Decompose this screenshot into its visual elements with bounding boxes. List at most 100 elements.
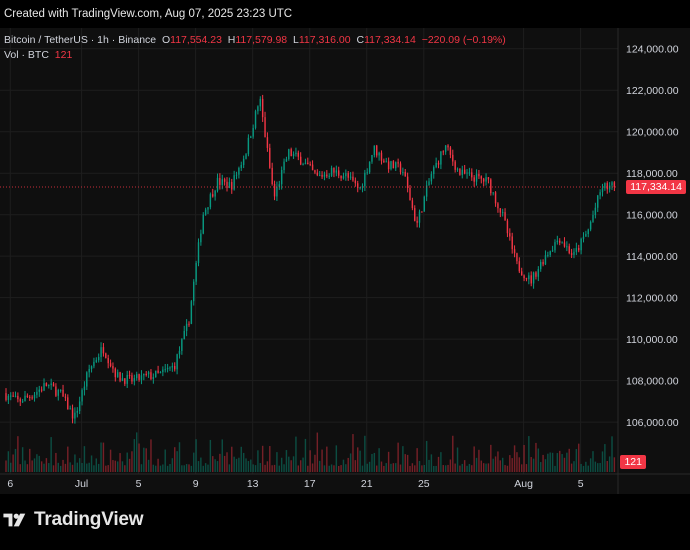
candle-body bbox=[440, 151, 442, 165]
candle-body bbox=[430, 174, 433, 182]
chart-area[interactable]: 106,000.00 108,000.00 110,000.00 112,000.00… bbox=[0, 28, 690, 494]
volume-value: 121 bbox=[54, 49, 73, 61]
candle-body bbox=[601, 188, 604, 193]
volume-bar bbox=[302, 457, 304, 472]
volume-bar bbox=[378, 448, 380, 472]
candle-body bbox=[216, 177, 219, 191]
candle-body bbox=[304, 162, 307, 165]
candle-body bbox=[231, 182, 233, 190]
volume-bar bbox=[437, 456, 440, 472]
volume-bar bbox=[568, 448, 570, 472]
volume-bar bbox=[501, 457, 504, 472]
candle-body bbox=[328, 175, 330, 177]
candle-body bbox=[478, 173, 480, 177]
candle-body bbox=[50, 383, 52, 386]
volume-bar bbox=[174, 447, 176, 472]
volume-bar bbox=[223, 455, 226, 472]
candle-body bbox=[402, 171, 404, 173]
volume-bar bbox=[414, 465, 416, 472]
candle-body bbox=[190, 301, 193, 324]
y-tick-label: 124,000.00 bbox=[626, 44, 679, 56]
volume-bar bbox=[537, 448, 540, 472]
tradingview-logo[interactable]: TradingView bbox=[0, 508, 144, 532]
candle-body bbox=[155, 370, 157, 378]
volume-bar bbox=[318, 460, 321, 472]
candle-body bbox=[29, 396, 31, 398]
candle-body bbox=[174, 365, 176, 370]
volume-bar bbox=[247, 461, 250, 472]
candle-body bbox=[387, 161, 390, 170]
volume-bar bbox=[216, 461, 219, 472]
candle-body bbox=[582, 236, 585, 239]
volume-bar bbox=[176, 451, 178, 472]
volume-bar bbox=[193, 452, 195, 472]
volume-bar bbox=[447, 464, 449, 472]
volume-bar bbox=[433, 465, 435, 472]
volume-bar bbox=[611, 436, 613, 472]
volume-bar bbox=[76, 462, 79, 472]
candle-body bbox=[88, 368, 90, 373]
volume-label[interactable]: Vol · BTC bbox=[4, 49, 49, 61]
candle-body bbox=[266, 137, 269, 148]
price-chart[interactable]: 106,000.00 108,000.00 110,000.00 112,000.00… bbox=[0, 28, 690, 494]
volume-bar bbox=[592, 451, 594, 472]
candle-body bbox=[62, 389, 64, 397]
candle-body bbox=[399, 163, 402, 173]
volume-bar bbox=[228, 464, 231, 472]
volume-bar bbox=[601, 451, 604, 472]
volume-bar bbox=[335, 445, 338, 472]
volume-bar bbox=[252, 464, 254, 472]
candle-body bbox=[442, 151, 444, 153]
volume-bar bbox=[190, 465, 193, 472]
candle-body bbox=[599, 192, 601, 196]
candle-body bbox=[214, 190, 216, 197]
candle-body bbox=[528, 275, 530, 280]
volume-bar bbox=[411, 463, 414, 472]
volume-bar bbox=[288, 456, 290, 472]
candle-body bbox=[169, 367, 171, 369]
chart-background bbox=[0, 28, 690, 494]
candle-body bbox=[299, 156, 302, 165]
candle-body bbox=[473, 177, 475, 182]
candle-body bbox=[93, 361, 95, 367]
volume-bar bbox=[195, 439, 197, 472]
candle-body bbox=[178, 350, 181, 355]
candle-body bbox=[563, 242, 566, 247]
candle-body bbox=[195, 262, 197, 282]
y-tick-label: 106,000.00 bbox=[626, 417, 679, 429]
volume-bar bbox=[109, 449, 112, 472]
candle-body bbox=[14, 395, 17, 397]
candle-body bbox=[71, 408, 74, 419]
candle-body bbox=[501, 212, 504, 214]
volume-bar bbox=[347, 457, 349, 472]
volume-bar bbox=[45, 458, 48, 472]
candle-body bbox=[373, 145, 376, 155]
candle-body bbox=[480, 176, 483, 179]
candle-body bbox=[81, 390, 83, 402]
candle-body bbox=[468, 172, 471, 174]
volume-bar bbox=[504, 465, 506, 472]
candle-body bbox=[67, 397, 69, 410]
volume-bar bbox=[333, 465, 335, 472]
volume-bar bbox=[383, 465, 385, 472]
volume-bar bbox=[278, 465, 281, 472]
volume-bar bbox=[266, 461, 269, 472]
y-tick-label: 110,000.00 bbox=[626, 334, 678, 346]
volume-bar bbox=[36, 454, 38, 472]
volume-bar bbox=[55, 452, 57, 472]
candle-body bbox=[482, 178, 485, 182]
candle-body bbox=[219, 177, 221, 185]
volume-bar bbox=[152, 464, 155, 472]
volume-bar bbox=[499, 460, 502, 472]
candle-body bbox=[252, 127, 254, 137]
candle-body bbox=[506, 220, 509, 234]
volume-bar bbox=[261, 445, 264, 472]
volume-bar bbox=[418, 460, 421, 472]
candle-body bbox=[202, 214, 204, 234]
candle-body bbox=[100, 347, 102, 358]
volume-bar bbox=[242, 452, 245, 472]
y-tick-label: 108,000.00 bbox=[626, 376, 679, 388]
volume-bar bbox=[214, 459, 216, 472]
symbol-label[interactable]: Bitcoin / TetherUS · 1h · Binance bbox=[4, 34, 157, 46]
volume-bar bbox=[166, 465, 169, 472]
